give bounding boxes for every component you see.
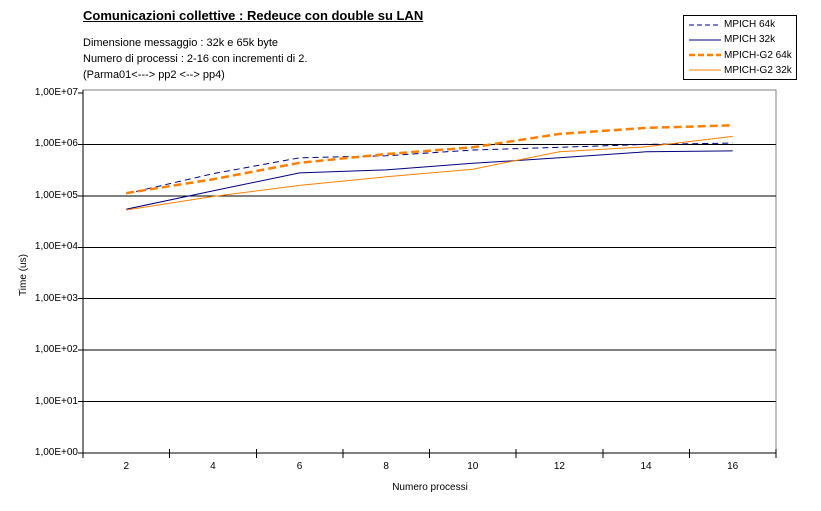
y-tick-label: 1,00E+04	[34, 241, 78, 253]
chart-legend: MPICH 64k MPICH 32k MPICH-G2 64k MPICH-G2 3…	[683, 15, 797, 80]
x-tick-label: 2	[123, 461, 130, 472]
y-tick-label: 1,00E+03	[34, 292, 78, 304]
subtitle-line-hosts: (Parma01<---> pp2 <--> pp4)	[83, 69, 225, 81]
y-tick-label: 1,00E+02	[34, 344, 78, 356]
series-line-mpich-g2-32k	[126, 135, 733, 211]
x-tick-label: 16	[727, 461, 739, 472]
series-line-mpich-g2-64k	[126, 124, 733, 195]
y-tick-label: 1,00E+05	[34, 189, 78, 201]
x-tick-label: 10	[467, 461, 479, 472]
legend-label: MPICH 32k	[724, 34, 776, 46]
y-tick-label: 1,00E+06	[34, 138, 78, 150]
legend-row: MPICH 32k	[684, 32, 796, 47]
legend-label: MPICH-G2 32k	[724, 64, 792, 76]
y-tick-label: 1,00E+01	[34, 395, 78, 407]
x-tick-label: 8	[383, 461, 389, 472]
subtitle-line-message-size: Dimensione messaggio : 32k e 65k byte	[83, 37, 279, 49]
x-tick-label: 14	[640, 461, 652, 472]
legend-line-sample	[689, 53, 721, 57]
legend-row: MPICH-G2 64k	[684, 48, 796, 63]
legend-line-sample	[689, 39, 721, 41]
y-tick-label: 1,00E+07	[34, 87, 78, 98]
x-axis-title: Numero processi	[392, 482, 468, 493]
series-line-mpich-32k	[126, 150, 733, 210]
legend-label: MPICH 64k	[724, 19, 776, 31]
subtitle-line-process-count: Numero di processi : 2-16 con incrementi…	[83, 53, 308, 65]
legend-label: MPICH-G2 64k	[724, 49, 792, 61]
x-tick-label: 12	[553, 461, 565, 472]
legend-line-sample	[689, 69, 721, 71]
y-tick-label: 1,00E+00	[34, 447, 78, 458]
legend-row: MPICH-G2 32k	[684, 63, 796, 78]
x-tick-label: 6	[296, 461, 303, 472]
legend-row: MPICH 64k	[684, 17, 796, 32]
series-line-mpich-64k	[126, 142, 733, 195]
x-tick-label: 4	[210, 461, 216, 472]
page-title: Comunicazioni collettive : Redeuce con d…	[83, 8, 424, 23]
legend-line-sample	[689, 24, 721, 26]
